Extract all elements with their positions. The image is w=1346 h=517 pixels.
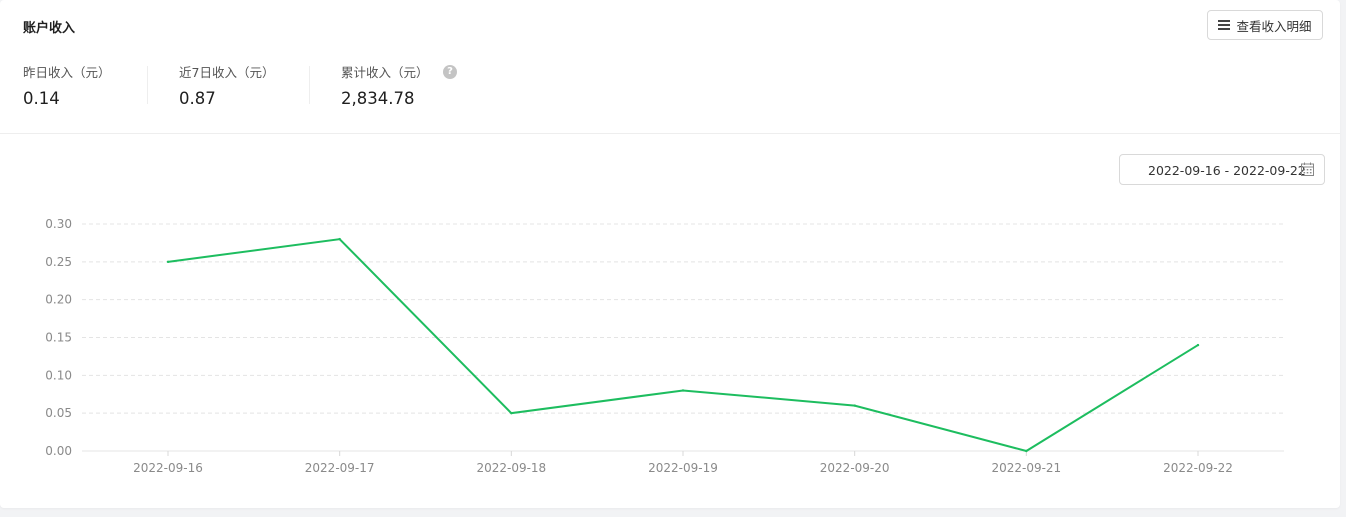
income-line-chart: 0.00 0.05 0.10 0.15 0.20 0.25 0.30 2022-09-16 2… [45,217,1284,475]
x-tick-label: 2022-09-16 [133,461,203,475]
question-circle-icon[interactable]: ? [443,65,457,79]
account-income-card: 账户收入 查看收入明细 昨日收入（元） 0.14 近7日收入（元） 0.87 累… [0,0,1340,508]
stat-last-7-days: 近7日收入（元） 0.87 [179,62,274,108]
stat-yesterday: 昨日收入（元） 0.14 [23,62,111,108]
stat-yesterday-label: 昨日收入（元） [23,65,111,80]
y-tick-label: 0.00 [45,444,72,458]
divider [309,66,310,104]
menu-list-icon [1218,20,1231,30]
y-tick-label: 0.10 [45,368,72,382]
stat-last-7-days-value: 0.87 [179,89,216,108]
view-income-detail-button[interactable]: 查看收入明细 [1207,10,1323,40]
data-point[interactable] [853,404,856,407]
x-tick-label: 2022-09-19 [648,461,718,475]
stat-total: 累计收入（元） 2,834.78 [341,62,429,108]
y-tick-label: 0.20 [45,293,72,307]
date-range-picker[interactable]: 2022-09-16 - 2022-09-22 [1119,154,1325,185]
stat-yesterday-value: 0.14 [23,89,60,108]
calendar-icon [1301,162,1314,176]
x-tick-label: 2022-09-21 [991,461,1061,475]
x-tick-label: 2022-09-22 [1163,461,1233,475]
x-tick-label: 2022-09-18 [476,461,546,475]
stat-total-label: 累计收入（元） [341,65,429,80]
data-point[interactable] [1196,343,1200,347]
stat-last-7-days-label: 近7日收入（元） [179,65,275,80]
divider [147,66,148,104]
data-point[interactable] [1025,449,1028,453]
card-title: 账户收入 [23,21,76,36]
date-range-value: 2022-09-16 - 2022-09-22 [1148,163,1306,178]
y-tick-label: 0.25 [45,255,72,269]
section-divider [0,133,1340,134]
y-tick-label: 0.05 [45,406,72,420]
x-tick-label: 2022-09-20 [820,461,890,475]
data-point[interactable] [338,237,341,241]
view-income-detail-label: 查看收入明细 [1236,18,1312,34]
x-tick-label: 2022-09-17 [305,461,375,475]
y-tick-label: 0.15 [45,331,72,345]
data-point[interactable] [166,260,170,264]
data-point[interactable] [510,411,513,415]
income-series-line [167,238,1199,453]
y-tick-label: 0.30 [45,217,72,231]
data-point[interactable] [681,389,685,392]
stat-total-value: 2,834.78 [341,89,415,108]
